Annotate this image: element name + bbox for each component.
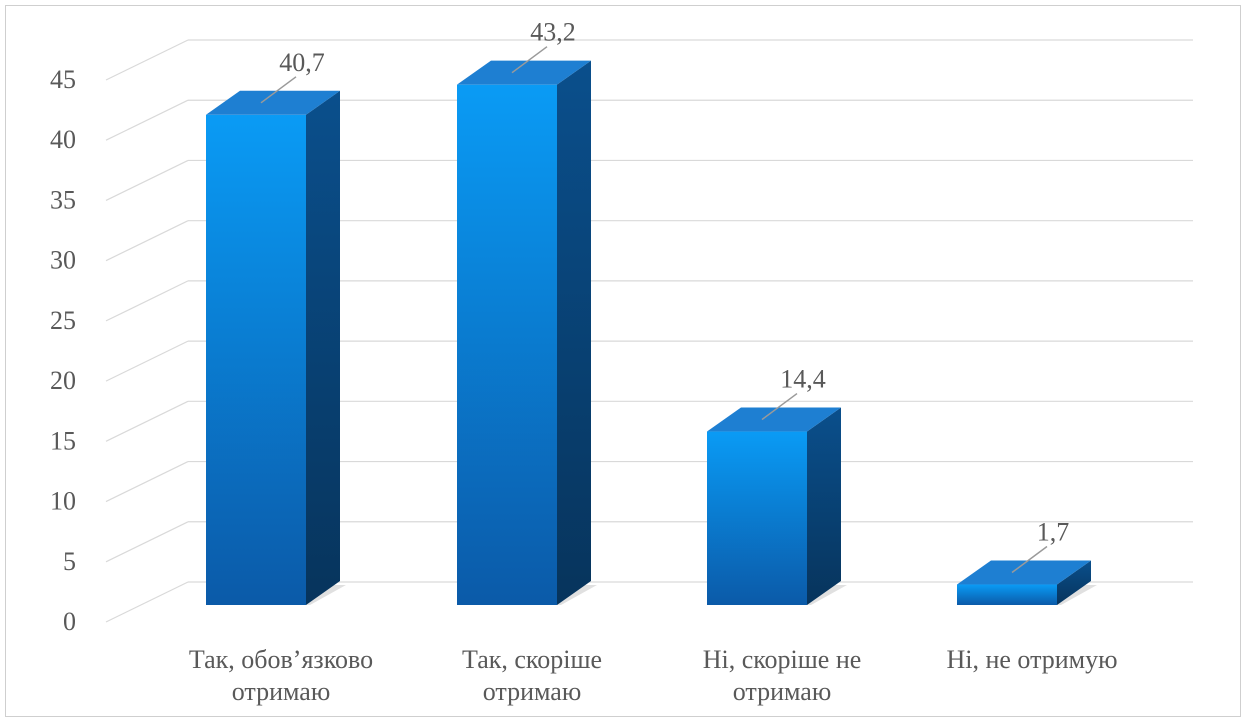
gridline-depth [105, 280, 189, 322]
bar-top [206, 90, 340, 115]
gridline-depth [105, 340, 189, 382]
gridline-depth [105, 581, 189, 623]
data-label: 40,7 [279, 48, 325, 77]
bar-side [306, 90, 340, 605]
x-tick-label: отримаю [733, 677, 832, 706]
y-tick-label: 40 [50, 125, 76, 154]
bar-top [707, 407, 841, 432]
y-tick-label: 30 [50, 246, 76, 275]
leader-line [511, 46, 548, 74]
bar [206, 90, 346, 606]
bar-front [957, 584, 1057, 605]
x-tick-label: Так, скоріше [462, 645, 602, 674]
bar-side [807, 407, 841, 605]
x-tick-label: отримаю [483, 677, 582, 706]
y-axis: 0 5 10 15 20 25 30 35 40 45 [50, 65, 76, 636]
x-axis: Так, обов’язково отримаю Так, скоріше отрим… [189, 645, 1118, 706]
bar-front [707, 431, 807, 605]
bar-top [957, 560, 1091, 585]
gridline-depth [105, 39, 189, 81]
y-tick-label: 25 [50, 306, 76, 335]
bar-side [1057, 560, 1091, 605]
gridline-depth [105, 521, 189, 563]
data-label: 14,4 [780, 365, 826, 394]
bar-top [457, 60, 591, 85]
bar-side [557, 60, 591, 606]
x-tick-label: отримаю [232, 677, 331, 706]
gridline-depth [105, 220, 189, 262]
x-tick-label: Ні, не отримую [946, 645, 1117, 674]
bars [206, 60, 1097, 606]
y-tick-label: 45 [50, 65, 76, 94]
y-tick-label: 10 [50, 487, 76, 516]
gridline-depth [105, 99, 189, 141]
y-tick-label: 20 [50, 366, 76, 395]
x-tick-label: Ні, скоріше не [703, 645, 862, 674]
data-label: 43,2 [530, 18, 576, 47]
y-tick-label: 5 [63, 547, 76, 576]
bar-front [457, 84, 557, 606]
data-labels: 40,7 43,2 14,4 1,7 [260, 18, 1070, 574]
gridline-depth [105, 159, 189, 201]
bar [707, 407, 847, 605]
leader-line [260, 76, 297, 104]
leader-line [1011, 545, 1048, 574]
leader-line [761, 392, 798, 421]
gridline-depth [105, 461, 189, 503]
bar [457, 60, 597, 606]
y-tick-label: 15 [50, 426, 76, 455]
bar-front [206, 114, 306, 606]
data-label: 1,7 [1037, 518, 1070, 547]
y-tick-label: 0 [63, 607, 76, 636]
gridline-depth [105, 400, 189, 442]
y-tick-label: 35 [50, 185, 76, 214]
bar [957, 560, 1097, 605]
x-tick-label: Так, обов’язково [189, 645, 373, 674]
